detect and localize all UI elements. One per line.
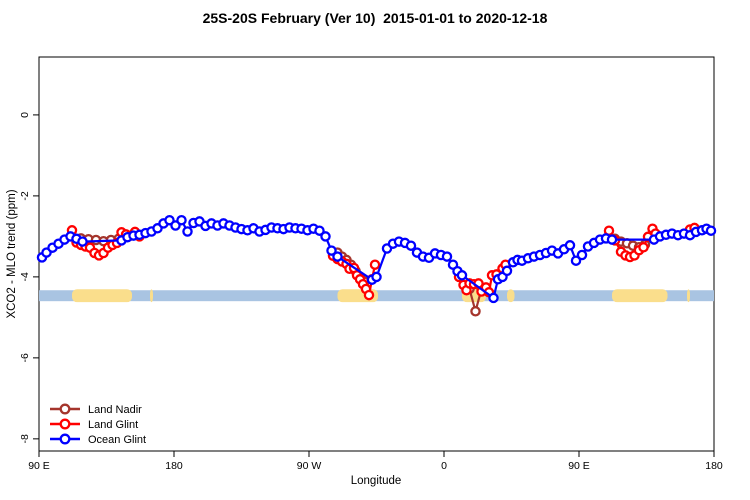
y-tick-label: -2 <box>19 191 31 200</box>
legend-marker-icon <box>59 418 71 430</box>
data-point <box>606 234 618 245</box>
x-tick-label: 90 E <box>28 460 50 472</box>
data-point <box>176 214 187 226</box>
y-axis-title: XCO2 - MLO trend (ppm) <box>6 189 18 318</box>
data-point <box>182 226 193 237</box>
legend: Land Nadir Land Glint Ocean Glint <box>50 403 146 446</box>
series-ocean-glint <box>36 214 717 304</box>
land-segment <box>507 289 515 303</box>
data-point <box>371 271 382 283</box>
data-point <box>320 231 331 242</box>
chart-title: 25S-20S February (Ver 10) 2015-01-01 to … <box>202 10 548 26</box>
data-point <box>363 289 375 301</box>
data-point <box>705 225 717 236</box>
x-tick-label: 90 W <box>297 460 322 472</box>
y-tick-label: -8 <box>19 434 31 443</box>
legend-label: Ocean Glint <box>88 434 146 446</box>
land-segment <box>612 289 668 303</box>
data-point <box>501 265 513 277</box>
data-point <box>456 270 468 281</box>
data-point <box>369 259 381 270</box>
x-tick-label: 180 <box>705 460 723 472</box>
x-tick-label: 0 <box>441 460 447 472</box>
data-point <box>326 245 337 256</box>
land-segment <box>72 289 132 303</box>
data-point <box>564 240 576 251</box>
data-point <box>638 242 649 253</box>
data-point <box>488 292 499 304</box>
data-point <box>570 255 582 266</box>
data-point <box>441 251 453 262</box>
x-tick-label: 180 <box>165 460 183 472</box>
data-point <box>314 225 325 236</box>
x-axis-title: Longitude <box>351 475 402 487</box>
legend-item-land-glint: Land Glint <box>50 418 138 431</box>
legend-label: Land Nadir <box>88 404 142 416</box>
legend-item-ocean-glint: Ocean Glint <box>50 433 146 446</box>
y-tick-label: -6 <box>19 353 31 362</box>
legend-label: Land Glint <box>88 419 138 431</box>
x-tick-label: 90 E <box>568 460 590 472</box>
data-point <box>405 240 417 251</box>
plot-box <box>38 56 715 452</box>
land-segment <box>150 289 153 303</box>
data-point <box>77 236 88 247</box>
data-point <box>470 306 481 317</box>
legend-marker-icon <box>59 403 71 415</box>
data-point <box>332 251 343 262</box>
legend-item-land-nadir: Land Nadir <box>50 403 142 416</box>
y-tick-label: 0 <box>19 112 31 118</box>
land-segment <box>687 289 690 303</box>
y-tick-label: -4 <box>19 272 31 281</box>
data-point <box>576 249 588 261</box>
legend-marker-icon <box>59 433 71 445</box>
